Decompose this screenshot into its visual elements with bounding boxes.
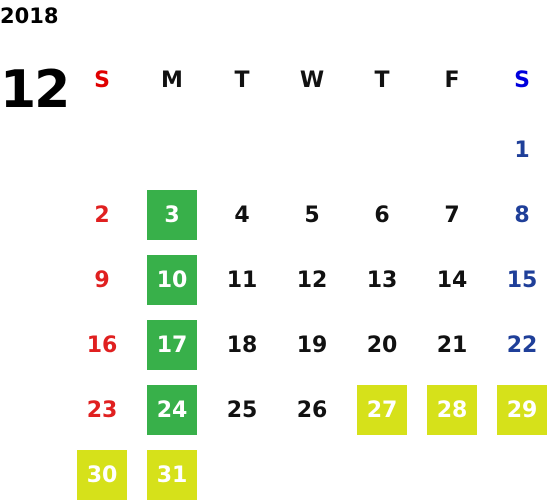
day-cell-holiday[interactable]: 27: [357, 385, 407, 435]
day-cell[interactable]: 1: [514, 137, 530, 163]
day-cell[interactable]: 9: [94, 267, 110, 293]
day-cell[interactable]: 19: [296, 332, 328, 358]
weekday-mon: M: [161, 67, 183, 93]
day-cell-highlighted[interactable]: 17: [147, 320, 197, 370]
day-cell[interactable]: 26: [296, 397, 328, 423]
day-cell[interactable]: 11: [226, 267, 258, 293]
day-cell-highlighted[interactable]: 24: [147, 385, 197, 435]
day-cell[interactable]: 22: [506, 332, 538, 358]
weekday-wed: W: [299, 67, 325, 93]
day-cell[interactable]: 25: [226, 397, 258, 423]
weekday-fri: F: [444, 67, 460, 93]
day-cell[interactable]: 16: [86, 332, 118, 358]
day-cell-holiday[interactable]: 31: [147, 450, 197, 500]
weekday-tue: T: [234, 67, 250, 93]
day-cell-holiday[interactable]: 29: [497, 385, 547, 435]
day-cell[interactable]: 8: [514, 202, 530, 228]
day-cell[interactable]: 4: [234, 202, 250, 228]
day-cell[interactable]: 6: [374, 202, 390, 228]
weekday-thu: T: [374, 67, 390, 93]
day-cell[interactable]: 21: [436, 332, 468, 358]
day-cell[interactable]: 18: [226, 332, 258, 358]
day-cell-holiday[interactable]: 30: [77, 450, 127, 500]
day-cell[interactable]: 14: [436, 267, 468, 293]
day-cell[interactable]: 7: [444, 202, 460, 228]
day-cell[interactable]: 12: [296, 267, 328, 293]
day-cell[interactable]: 5: [304, 202, 320, 228]
day-cell[interactable]: 2: [94, 202, 110, 228]
calendar-year: 2018: [0, 4, 59, 28]
calendar-month: 12: [0, 60, 70, 120]
weekday-sat: S: [514, 67, 530, 93]
day-cell-highlighted[interactable]: 3: [147, 190, 197, 240]
day-cell[interactable]: 13: [366, 267, 398, 293]
day-cell-highlighted[interactable]: 10: [147, 255, 197, 305]
day-cell-holiday[interactable]: 28: [427, 385, 477, 435]
weekday-sun: S: [94, 67, 110, 93]
day-cell[interactable]: 15: [506, 267, 538, 293]
day-cell[interactable]: 23: [86, 397, 118, 423]
day-cell[interactable]: 20: [366, 332, 398, 358]
